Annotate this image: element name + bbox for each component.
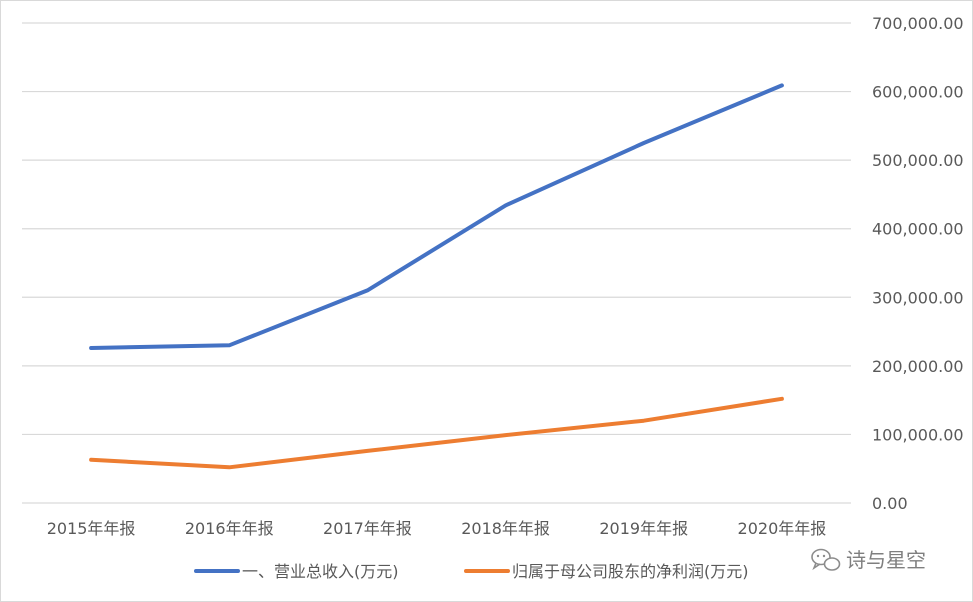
series-line-1: [89, 83, 784, 350]
x-tick-label: 2020年年报: [738, 519, 827, 538]
y-tick-label: 300,000.00: [872, 288, 964, 307]
x-tick-label: 2016年年报: [185, 519, 274, 538]
x-axis-tick-labels: 2015年年报 2016年年报 2017年年报 2018年年报 2019年年报 2020年…: [47, 519, 827, 538]
series-lines: [89, 83, 784, 470]
y-tick-label: 200,000.00: [872, 357, 964, 376]
legend: 一、营业总收入(万元) 归属于母公司股东的净利润(万元): [194, 562, 749, 581]
gridlines: [22, 22, 851, 504]
legend-label: 归属于母公司股东的净利润(万元): [512, 562, 749, 581]
y-tick-label: 700,000.00: [872, 14, 964, 33]
y-axis-tick-labels: 0.00 100,000.00 200,000.00 300,000.00 400,00…: [872, 14, 964, 513]
y-tick-label: 100,000.00: [872, 425, 964, 444]
x-tick-label: 2017年年报: [323, 519, 412, 538]
x-tick-label: 2018年年报: [461, 519, 550, 538]
legend-label: 一、营业总收入(万元): [242, 562, 399, 581]
y-tick-label: 500,000.00: [872, 151, 964, 170]
y-tick-label: 600,000.00: [872, 83, 964, 102]
watermark: 诗与星空: [811, 548, 926, 572]
x-tick-label: 2019年年报: [599, 519, 688, 538]
wechat-icon: [811, 548, 841, 571]
x-tick-label: 2015年年报: [47, 519, 136, 538]
y-tick-label: 400,000.00: [872, 220, 964, 239]
watermark-text: 诗与星空: [846, 548, 926, 572]
series-line-2: [89, 396, 784, 470]
y-tick-label: 0.00: [872, 494, 908, 513]
